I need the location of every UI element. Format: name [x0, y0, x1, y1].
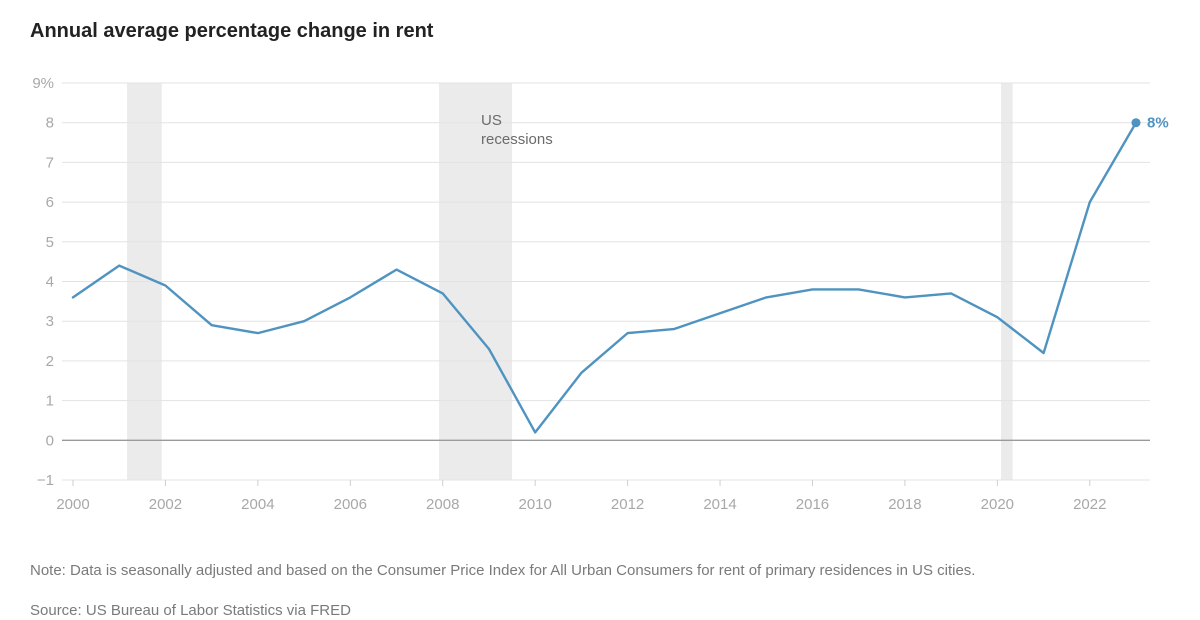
y-tick-label: 6 — [46, 194, 54, 211]
y-tick-label: 0 — [46, 432, 54, 449]
end-point-marker — [1131, 118, 1141, 128]
y-tick-label: −1 — [37, 472, 54, 489]
x-tick-label: 2018 — [888, 496, 921, 513]
end-value-label: 8% — [1147, 115, 1169, 132]
x-tick-label: 2016 — [796, 496, 829, 513]
y-tick-label: 2 — [46, 353, 54, 370]
y-tick-label: 3 — [46, 313, 54, 330]
x-tick-label: 2000 — [56, 496, 89, 513]
recession-annotation-line: US — [481, 112, 502, 129]
x-tick-label: 2006 — [334, 496, 367, 513]
y-tick-label: 9% — [32, 75, 54, 92]
y-tick-label: 5 — [46, 234, 54, 251]
x-tick-label: 2002 — [149, 496, 182, 513]
x-tick-label: 2008 — [426, 496, 459, 513]
recession-annotation-line: recessions — [481, 131, 553, 148]
x-tick-label: 2022 — [1073, 496, 1106, 513]
chart-title: Annual average percentage change in rent — [30, 20, 434, 42]
y-tick-label: 1 — [46, 393, 54, 410]
y-tick-label: 7 — [46, 154, 54, 171]
x-tick-label: 2020 — [981, 496, 1014, 513]
chart-note: Note: Data is seasonally adjusted and ba… — [30, 562, 976, 579]
series-line — [71, 121, 1138, 434]
x-tick-label: 2014 — [703, 496, 736, 513]
x-tick-label: 2010 — [518, 496, 551, 513]
y-tick-label: 8 — [46, 115, 54, 132]
chart-source: Source: US Bureau of Labor Statistics vi… — [30, 602, 351, 619]
y-tick-label: 4 — [46, 274, 54, 291]
line-chart: −1 0 1 2 3 4 5 6 7 8 9% 2000 2002 2004 2006 2008 2010 20… — [32, 75, 1169, 513]
x-tick-label: 2004 — [241, 496, 274, 513]
x-tick-label: 2012 — [611, 496, 644, 513]
